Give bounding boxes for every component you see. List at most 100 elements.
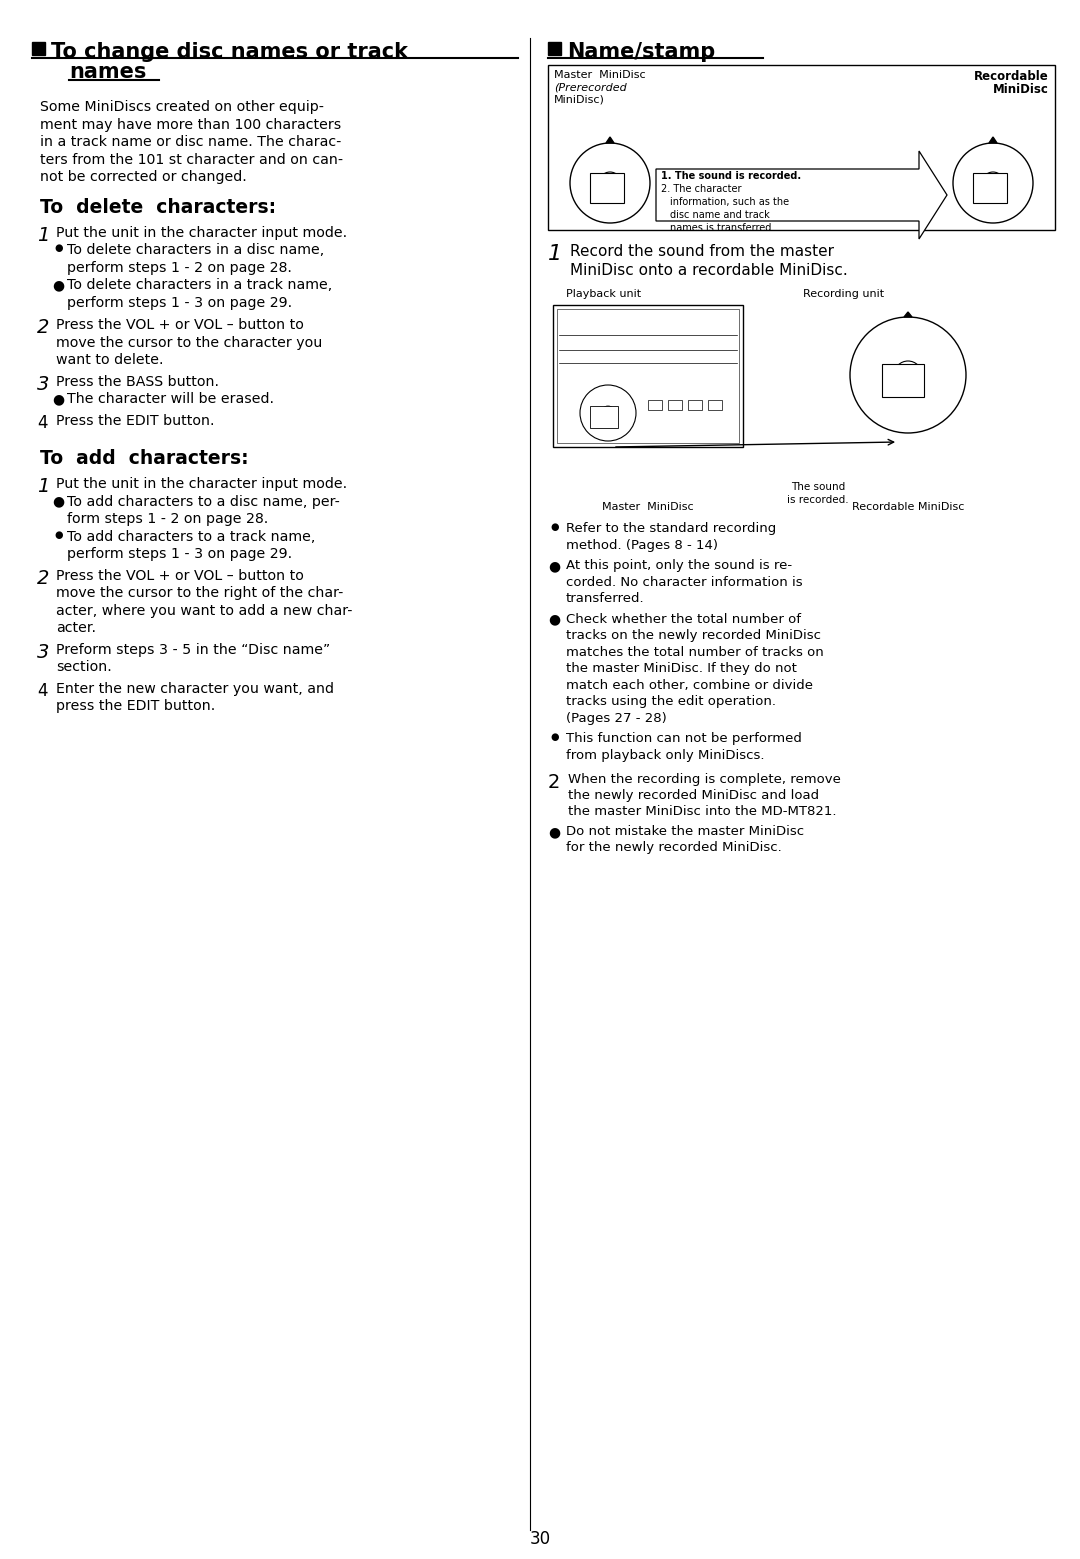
- Bar: [548, 65, 1055, 231]
- Text: form steps 1 - 2 on page 28.: form steps 1 - 2 on page 28.: [67, 511, 268, 525]
- Text: 4: 4: [37, 681, 48, 700]
- Text: Put the unit in the character input mode.: Put the unit in the character input mode…: [56, 477, 347, 491]
- Bar: [708, 401, 723, 410]
- Text: When the recording is complete, remove: When the recording is complete, remove: [568, 773, 841, 786]
- Polygon shape: [989, 137, 997, 143]
- Text: ●: ●: [548, 825, 561, 839]
- Text: Put the unit in the character input mode.: Put the unit in the character input mode…: [56, 226, 347, 240]
- Text: matches the total number of tracks on: matches the total number of tracks on: [566, 645, 824, 658]
- Text: the master MiniDisc into the MD-MT821.: the master MiniDisc into the MD-MT821.: [568, 804, 837, 818]
- Text: ●: ●: [54, 530, 63, 539]
- Text: 2: 2: [37, 569, 50, 588]
- Text: move the cursor to the character you: move the cursor to the character you: [56, 335, 322, 349]
- Text: 2. The character: 2. The character: [661, 184, 742, 193]
- Text: To change disc names or track: To change disc names or track: [51, 42, 408, 62]
- Text: move the cursor to the right of the char-: move the cursor to the right of the char…: [56, 586, 343, 600]
- Text: tracks on the newly recorded MiniDisc: tracks on the newly recorded MiniDisc: [566, 628, 821, 642]
- Text: To  delete  characters:: To delete characters:: [40, 198, 276, 217]
- Text: transferred.: transferred.: [566, 592, 645, 605]
- Text: in a track name or disc name. The charac-: in a track name or disc name. The charac…: [40, 136, 341, 150]
- Text: Press the VOL + or VOL – button to: Press the VOL + or VOL – button to: [56, 318, 303, 332]
- Bar: [32, 42, 45, 55]
- Bar: [590, 173, 624, 203]
- Text: Press the VOL + or VOL – button to: Press the VOL + or VOL – button to: [56, 569, 303, 583]
- Text: 1: 1: [37, 477, 50, 496]
- Text: This function can not be performed: This function can not be performed: [566, 733, 801, 745]
- Text: MiniDisc): MiniDisc): [554, 94, 605, 104]
- Text: match each other, combine or divide: match each other, combine or divide: [566, 678, 813, 692]
- Text: ●: ●: [550, 522, 558, 532]
- Text: ●: ●: [548, 613, 561, 627]
- Text: 1: 1: [37, 226, 50, 245]
- Text: Refer to the standard recording: Refer to the standard recording: [566, 522, 777, 535]
- Text: Recordable: Recordable: [974, 70, 1049, 83]
- Polygon shape: [606, 137, 615, 143]
- Text: (Prerecorded: (Prerecorded: [554, 83, 626, 92]
- Text: To add characters to a disc name, per-: To add characters to a disc name, per-: [67, 494, 340, 508]
- Circle shape: [580, 385, 636, 441]
- Text: Some MiniDiscs created on other equip-: Some MiniDiscs created on other equip-: [40, 100, 324, 114]
- Text: corded. No character information is: corded. No character information is: [566, 575, 802, 588]
- Polygon shape: [904, 312, 912, 316]
- Text: To delete characters in a disc name,: To delete characters in a disc name,: [67, 243, 324, 257]
- Text: To  add  characters:: To add characters:: [40, 449, 248, 468]
- Text: perform steps 1 - 2 on page 28.: perform steps 1 - 2 on page 28.: [67, 260, 292, 274]
- Text: acter, where you want to add a new char-: acter, where you want to add a new char-: [56, 603, 352, 617]
- Text: names: names: [69, 62, 147, 83]
- Text: The character will be erased.: The character will be erased.: [67, 391, 274, 405]
- Text: ●: ●: [52, 494, 64, 508]
- Text: Enter the new character you want, and: Enter the new character you want, and: [56, 681, 334, 695]
- Text: 3: 3: [37, 374, 50, 393]
- Text: names is transferred: names is transferred: [670, 223, 771, 232]
- Text: press the EDIT button.: press the EDIT button.: [56, 698, 215, 712]
- Circle shape: [850, 316, 966, 433]
- Circle shape: [953, 143, 1032, 223]
- Text: The sound
is recorded.: The sound is recorded.: [787, 482, 849, 505]
- Text: 1: 1: [548, 245, 562, 263]
- Text: 3: 3: [37, 642, 50, 661]
- Text: 1. The sound is recorded.: 1. The sound is recorded.: [661, 171, 801, 181]
- Text: To delete characters in a track name,: To delete characters in a track name,: [67, 278, 333, 292]
- Polygon shape: [656, 151, 947, 239]
- Text: ters from the 101 st character and on can-: ters from the 101 st character and on ca…: [40, 153, 343, 167]
- Text: Preform steps 3 - 5 in the “Disc name”: Preform steps 3 - 5 in the “Disc name”: [56, 642, 330, 656]
- Text: Press the BASS button.: Press the BASS button.: [56, 374, 219, 388]
- Bar: [648, 401, 662, 410]
- Text: Master  MiniDisc: Master MiniDisc: [603, 502, 693, 511]
- Text: Recording unit: Recording unit: [804, 288, 885, 299]
- Text: tracks using the edit operation.: tracks using the edit operation.: [566, 695, 777, 708]
- Text: 30: 30: [529, 1529, 551, 1548]
- Text: acter.: acter.: [56, 620, 96, 635]
- Text: ●: ●: [550, 733, 558, 742]
- Text: Playback unit: Playback unit: [566, 288, 642, 299]
- Bar: [669, 401, 681, 410]
- Text: Do not mistake the master MiniDisc: Do not mistake the master MiniDisc: [566, 825, 805, 839]
- Bar: [548, 42, 561, 55]
- Text: for the newly recorded MiniDisc.: for the newly recorded MiniDisc.: [566, 840, 782, 854]
- Text: method. (Pages 8 - 14): method. (Pages 8 - 14): [566, 538, 718, 552]
- Text: To add characters to a track name,: To add characters to a track name,: [67, 530, 315, 544]
- Text: section.: section.: [56, 659, 111, 673]
- Text: ●: ●: [52, 391, 64, 405]
- Bar: [882, 363, 924, 398]
- Bar: [688, 401, 702, 410]
- Text: Master  MiniDisc: Master MiniDisc: [554, 70, 646, 80]
- Bar: [557, 309, 739, 443]
- Text: 4: 4: [37, 413, 48, 432]
- Text: Record the sound from the master: Record the sound from the master: [570, 245, 834, 259]
- Text: perform steps 1 - 3 on page 29.: perform steps 1 - 3 on page 29.: [67, 547, 292, 561]
- Text: ●: ●: [54, 243, 63, 253]
- Text: perform steps 1 - 3 on page 29.: perform steps 1 - 3 on page 29.: [67, 296, 292, 310]
- Bar: [553, 306, 743, 447]
- Text: Recordable MiniDisc: Recordable MiniDisc: [852, 502, 964, 511]
- Bar: [973, 173, 1007, 203]
- Text: Press the EDIT button.: Press the EDIT button.: [56, 413, 215, 427]
- Text: 2: 2: [548, 773, 561, 792]
- Text: from playback only MiniDiscs.: from playback only MiniDiscs.: [566, 748, 765, 761]
- Text: the master MiniDisc. If they do not: the master MiniDisc. If they do not: [566, 663, 797, 675]
- Text: not be corrected or changed.: not be corrected or changed.: [40, 170, 246, 184]
- Text: disc name and track: disc name and track: [670, 210, 770, 220]
- Text: the newly recorded MiniDisc and load: the newly recorded MiniDisc and load: [568, 789, 819, 801]
- Text: At this point, only the sound is re-: At this point, only the sound is re-: [566, 560, 792, 572]
- Text: MiniDisc onto a recordable MiniDisc.: MiniDisc onto a recordable MiniDisc.: [570, 263, 848, 278]
